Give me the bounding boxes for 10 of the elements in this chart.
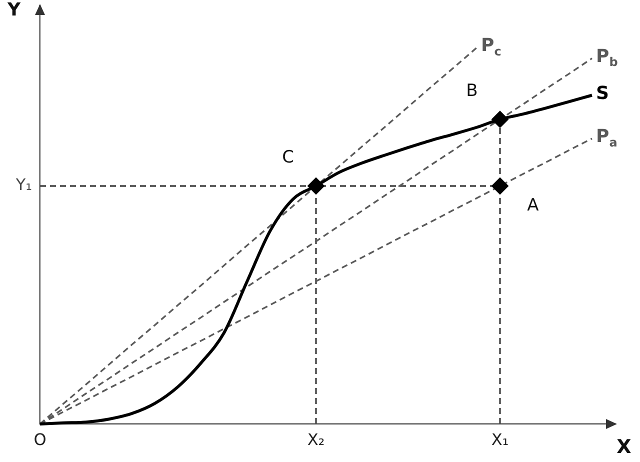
x-tick-label: X₁ — [491, 430, 509, 449]
annotation: B — [466, 80, 478, 101]
x-tick-label: X₂ — [307, 430, 325, 449]
annotation: C — [282, 147, 294, 168]
x-axis-title: X — [616, 436, 632, 458]
series-label: S — [596, 82, 609, 104]
y-axis-title: Y — [6, 0, 22, 21]
annotation: A — [527, 195, 540, 216]
series-label: Y₁ — [14, 175, 32, 194]
x-tick-label: O — [34, 430, 46, 449]
